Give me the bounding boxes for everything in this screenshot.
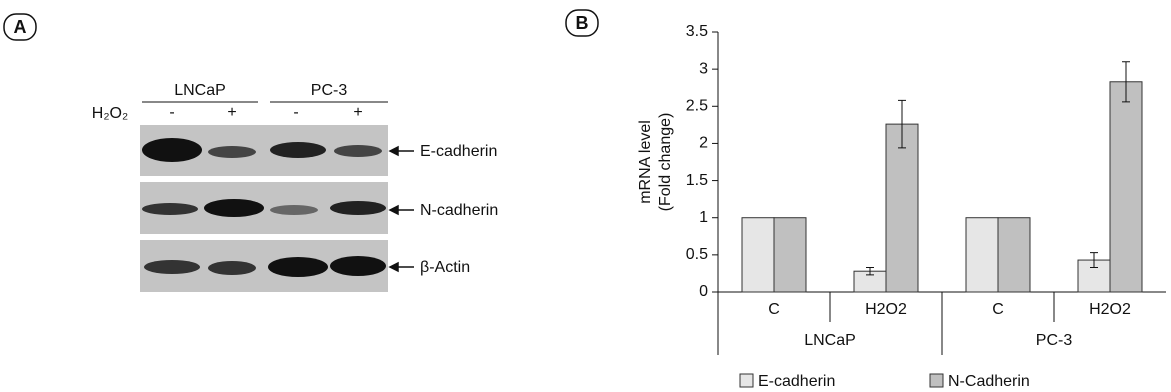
x-tick-label: H2O2 bbox=[1089, 301, 1131, 318]
x-tick-label: C bbox=[992, 301, 1004, 318]
protein-label: E-cadherin bbox=[420, 143, 497, 160]
y-axis-label: mRNA level bbox=[637, 120, 654, 204]
protein-label: N-cadherin bbox=[420, 202, 498, 219]
bar bbox=[774, 218, 806, 292]
lane-label: + bbox=[353, 104, 362, 121]
legend-swatch bbox=[930, 374, 943, 387]
lane-label: - bbox=[169, 104, 174, 121]
y-tick-label: 0 bbox=[699, 283, 708, 300]
legend-label: E-cadherin bbox=[758, 373, 835, 390]
panel-label: B bbox=[576, 13, 589, 33]
y-tick-label: 3.5 bbox=[686, 23, 708, 40]
page: A B LNCaP PC-3 H₂O₂ - + - + E-cadherin N… bbox=[0, 0, 1171, 392]
x-tick-label: H2O2 bbox=[865, 301, 907, 318]
bar bbox=[886, 124, 918, 292]
protein-label: β-Actin bbox=[420, 259, 470, 276]
figure: A B LNCaP PC-3 H₂O₂ - + - + E-cadherin N… bbox=[0, 0, 1171, 392]
blot-image bbox=[140, 125, 388, 292]
arrows bbox=[390, 147, 414, 271]
lane-label: - bbox=[293, 104, 298, 121]
y-tick-label: 3 bbox=[699, 60, 708, 77]
lane-label: + bbox=[227, 104, 236, 121]
cell-line-label: PC-3 bbox=[311, 82, 348, 99]
cell-line-label: LNCaP bbox=[174, 82, 226, 99]
y-tick-label: 1.5 bbox=[686, 172, 708, 189]
group-label: LNCaP bbox=[804, 332, 856, 349]
y-axis-label: (Fold change) bbox=[657, 113, 674, 212]
y-tick-label: 2 bbox=[699, 135, 708, 152]
legend-label: N-Cadherin bbox=[948, 373, 1030, 390]
bar bbox=[742, 218, 774, 292]
y-tick-label: 2.5 bbox=[686, 98, 708, 115]
y-tick-label: 1 bbox=[699, 209, 708, 226]
y-tick-label: 0.5 bbox=[686, 246, 708, 263]
bar bbox=[966, 218, 998, 292]
group-label: PC-3 bbox=[1036, 332, 1073, 349]
treatment-label: H₂O₂ bbox=[92, 105, 128, 122]
bar bbox=[1110, 82, 1142, 292]
bar bbox=[998, 218, 1030, 292]
x-tick-label: C bbox=[768, 301, 780, 318]
panel-label: A bbox=[14, 17, 27, 37]
legend-swatch bbox=[740, 374, 753, 387]
